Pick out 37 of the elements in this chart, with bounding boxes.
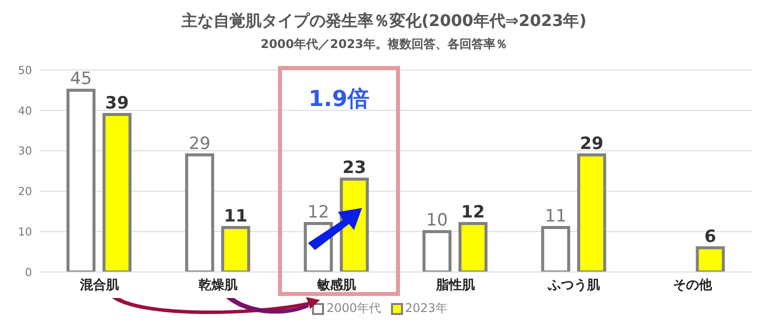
annotation: 1.9倍 — [308, 86, 370, 114]
data-label: 11 — [544, 206, 566, 227]
legend-label: 2000年代 — [325, 300, 381, 317]
y-tick-label: 50 — [18, 64, 32, 77]
x-tick-label: ふつう肌 — [547, 278, 600, 294]
data-label: 23 — [342, 158, 366, 178]
chart-title: 主な自覚肌タイプの発生率％変化(2000年代⇒2023年) — [180, 10, 588, 32]
y-tick-label: 30 — [18, 144, 32, 158]
data-label: 29 — [188, 134, 210, 154]
x-tick-label: その他 — [673, 278, 714, 294]
data-label: 12 — [308, 202, 330, 223]
data-label: 10 — [426, 210, 448, 231]
bar — [102, 112, 132, 272]
bar — [458, 222, 488, 272]
x-tick-label: 敏感肌 — [316, 277, 356, 294]
data-label: 39 — [105, 93, 129, 114]
y-tick-label: 10 — [18, 226, 32, 239]
data-label: 11 — [224, 206, 248, 227]
bar — [185, 153, 214, 272]
bar — [221, 226, 250, 272]
data-label: 6 — [704, 226, 716, 247]
bar — [422, 230, 452, 272]
chart-subtitle: 2000年代／2023年。複数回答、各回答率％ — [260, 36, 508, 53]
legend-label: 2023年 — [404, 300, 448, 317]
data-label: 29 — [580, 134, 604, 154]
x-tick-label: 脂性肌 — [434, 278, 475, 294]
y-tick-label: 20 — [18, 185, 32, 198]
x-tick-label: 乾燥肌 — [198, 278, 238, 294]
y-tick-label: 0 — [25, 266, 32, 279]
x-tick-label: 混合肌 — [78, 277, 119, 294]
data-label: 12 — [461, 202, 485, 223]
bar — [66, 88, 96, 272]
bar — [541, 226, 570, 272]
bar — [577, 153, 606, 272]
y-tick-label: 40 — [18, 104, 32, 118]
data-label: 45 — [70, 69, 92, 90]
bar — [696, 246, 725, 272]
